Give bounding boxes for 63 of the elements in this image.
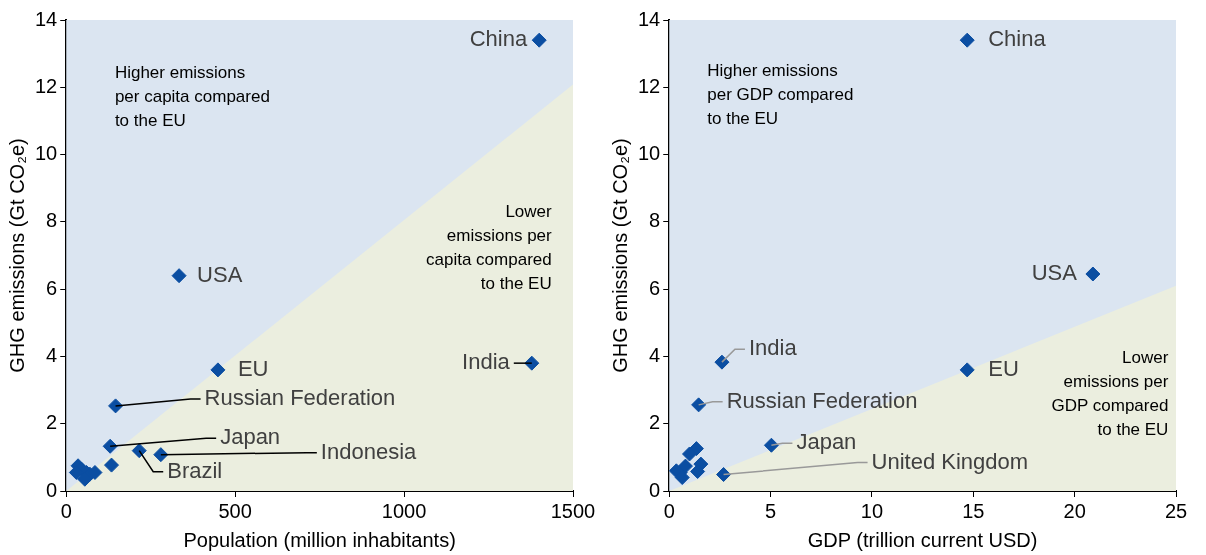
point xyxy=(153,447,169,463)
annotation: Lower emissions per capita compared to the EU xyxy=(426,201,553,293)
y-tick-label: 14 xyxy=(638,7,661,30)
annotation: Higher emissions per GDP compared to the EU xyxy=(707,60,854,128)
annotation: Japan xyxy=(796,429,857,455)
x-axis-title: GDP (trillion current USD) xyxy=(807,528,1038,551)
x-tick-label: 25 xyxy=(1164,499,1188,522)
annotation: United Kingdom xyxy=(871,448,1029,474)
annotation: Lower emissions per GDP compared to the EU xyxy=(1051,347,1169,439)
point xyxy=(108,398,124,414)
x-tick-label: 0 xyxy=(663,499,675,522)
point xyxy=(104,457,120,473)
y-tick-label: 0 xyxy=(649,478,661,501)
x-tick-label: 500 xyxy=(218,499,252,522)
x-tick-label: 1000 xyxy=(381,499,427,522)
y-tick-label: 2 xyxy=(649,411,661,434)
annotation: EU xyxy=(988,355,1019,381)
x-tick-label: 20 xyxy=(1063,499,1086,522)
annotation: USA xyxy=(1031,260,1078,286)
point xyxy=(210,362,226,378)
annotation: Russian Federation xyxy=(726,387,918,413)
x-tick-label: 15 xyxy=(962,499,985,522)
point xyxy=(691,397,707,413)
y-tick-label: 4 xyxy=(649,343,661,366)
annotation: Brazil xyxy=(167,457,223,483)
x-tick-label: 10 xyxy=(860,499,884,522)
annotation: China xyxy=(469,26,528,52)
y-tick-label: 14 xyxy=(35,7,58,30)
y-tick-label: 6 xyxy=(649,276,661,299)
annotation: India xyxy=(462,349,511,375)
point xyxy=(763,437,779,453)
y-tick-label: 12 xyxy=(638,74,661,97)
point xyxy=(714,354,730,370)
y-tick-label: 8 xyxy=(649,209,661,232)
annotation: EU xyxy=(237,355,269,381)
annotation: India xyxy=(748,335,798,361)
y-axis-title: GHG emissions (Gt CO₂e) xyxy=(5,138,28,373)
x-axis-title: Population (million inhabitants) xyxy=(183,528,456,551)
annotation: USA xyxy=(197,261,243,287)
point xyxy=(1085,266,1101,282)
y-tick-label: 6 xyxy=(46,276,58,299)
y-tick-label: 0 xyxy=(46,478,58,501)
point xyxy=(531,32,547,48)
x-tick-label: 5 xyxy=(765,499,777,522)
point xyxy=(959,362,975,378)
annotation: Higher emissions per capita compared to the EU xyxy=(114,62,270,130)
annotation: Japan xyxy=(220,424,281,450)
y-tick-label: 12 xyxy=(35,74,58,97)
annotation: Indonesia xyxy=(320,438,418,464)
point xyxy=(682,446,698,462)
x-tick-label: 0 xyxy=(60,499,72,522)
annotation: China xyxy=(988,26,1047,52)
point xyxy=(959,32,975,48)
y-axis-title: GHG emissions (Gt CO₂e) xyxy=(608,138,631,373)
y-tick-label: 4 xyxy=(46,343,58,366)
y-tick-label: 2 xyxy=(46,411,58,434)
y-tick-label: 8 xyxy=(46,209,58,232)
y-tick-label: 10 xyxy=(638,142,661,165)
x-tick-label: 1500 xyxy=(550,499,596,522)
point xyxy=(131,443,147,459)
point xyxy=(171,268,187,284)
annotation: Russian Federation xyxy=(204,384,396,410)
y-tick-label: 10 xyxy=(35,142,58,165)
